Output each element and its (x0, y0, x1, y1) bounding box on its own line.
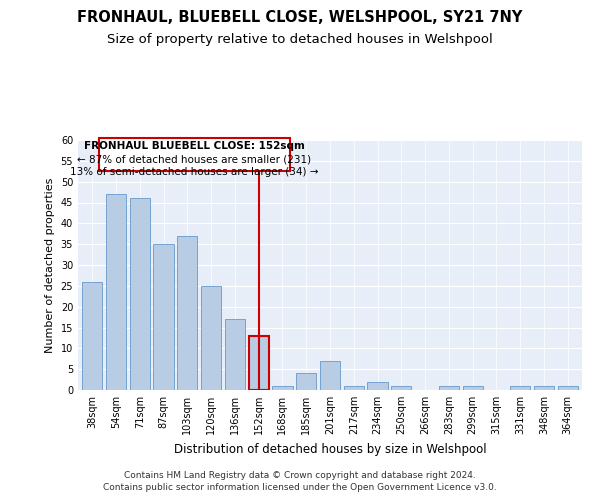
Bar (510, 386, 530, 390)
Bar (82, 282, 103, 390)
Bar (367, 382, 388, 390)
Bar (463, 386, 483, 390)
Bar (225, 319, 245, 390)
Text: Contains HM Land Registry data © Crown copyright and database right 2024.: Contains HM Land Registry data © Crown c… (124, 471, 476, 480)
Text: Size of property relative to detached houses in Welshpool: Size of property relative to detached ho… (107, 32, 493, 46)
Bar (320, 361, 340, 390)
Text: FRONHAUL, BLUEBELL CLOSE, WELSHPOOL, SY21 7NY: FRONHAUL, BLUEBELL CLOSE, WELSHPOOL, SY2… (77, 10, 523, 25)
Bar (534, 386, 554, 390)
Bar (130, 198, 150, 390)
Bar (177, 236, 197, 390)
Bar (344, 386, 364, 390)
Y-axis label: Number of detached properties: Number of detached properties (45, 178, 55, 352)
Bar (391, 386, 412, 390)
Bar (439, 386, 459, 390)
Bar (272, 386, 293, 390)
Text: FRONHAUL BLUEBELL CLOSE: 152sqm: FRONHAUL BLUEBELL CLOSE: 152sqm (84, 142, 305, 152)
Bar (296, 374, 316, 390)
Bar (154, 244, 173, 390)
Bar (557, 386, 578, 390)
Text: ← 87% of detached houses are smaller (231): ← 87% of detached houses are smaller (23… (77, 154, 311, 164)
Text: 13% of semi-detached houses are larger (34) →: 13% of semi-detached houses are larger (… (70, 168, 319, 177)
Bar (248, 336, 269, 390)
Bar (106, 194, 126, 390)
Text: Contains public sector information licensed under the Open Government Licence v3: Contains public sector information licen… (103, 484, 497, 492)
X-axis label: Distribution of detached houses by size in Welshpool: Distribution of detached houses by size … (173, 442, 487, 456)
Bar (201, 286, 221, 390)
